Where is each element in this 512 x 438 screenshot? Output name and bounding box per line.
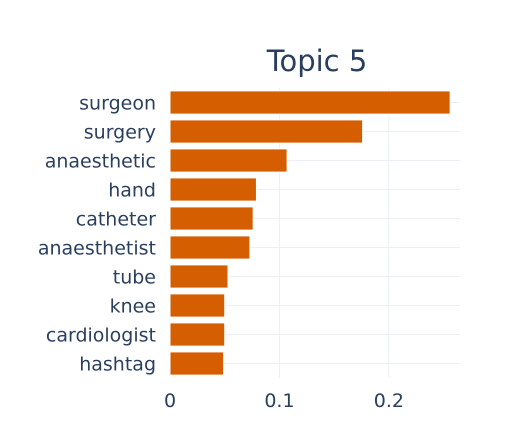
bar-knee <box>169 293 226 318</box>
category-label: anaesthetic <box>45 151 156 173</box>
category-label: cardiologist <box>46 325 156 347</box>
x-tick-label: 0 <box>164 390 176 412</box>
bar-anaesthetist <box>169 235 251 260</box>
bar-catheter <box>169 206 254 231</box>
bar-anaesthetic <box>169 148 288 173</box>
bar-surgery <box>169 119 364 144</box>
category-labels: surgeon surgery anaesthetic hand catheter ana… <box>38 93 156 376</box>
category-label: hand <box>108 180 156 202</box>
bar-cardiologist <box>169 322 226 347</box>
bar-hashtag <box>169 351 225 376</box>
chart-title: Topic 5 <box>266 44 368 78</box>
bar-hand <box>169 177 257 202</box>
category-label: knee <box>110 296 156 318</box>
x-axis-ticks: 0 0.1 0.2 <box>164 390 404 412</box>
bar-tube <box>169 264 229 289</box>
bar-surgeon <box>169 90 451 115</box>
category-label: hashtag <box>79 354 156 376</box>
bars-layer <box>169 90 451 376</box>
x-tick-label: 0.2 <box>374 390 404 412</box>
category-label: tube <box>113 267 156 289</box>
category-label: surgery <box>84 122 156 144</box>
category-label: anaesthetist <box>38 238 156 260</box>
x-tick-label: 0.1 <box>264 390 294 412</box>
category-label: surgeon <box>79 93 156 115</box>
category-label: catheter <box>76 209 156 231</box>
